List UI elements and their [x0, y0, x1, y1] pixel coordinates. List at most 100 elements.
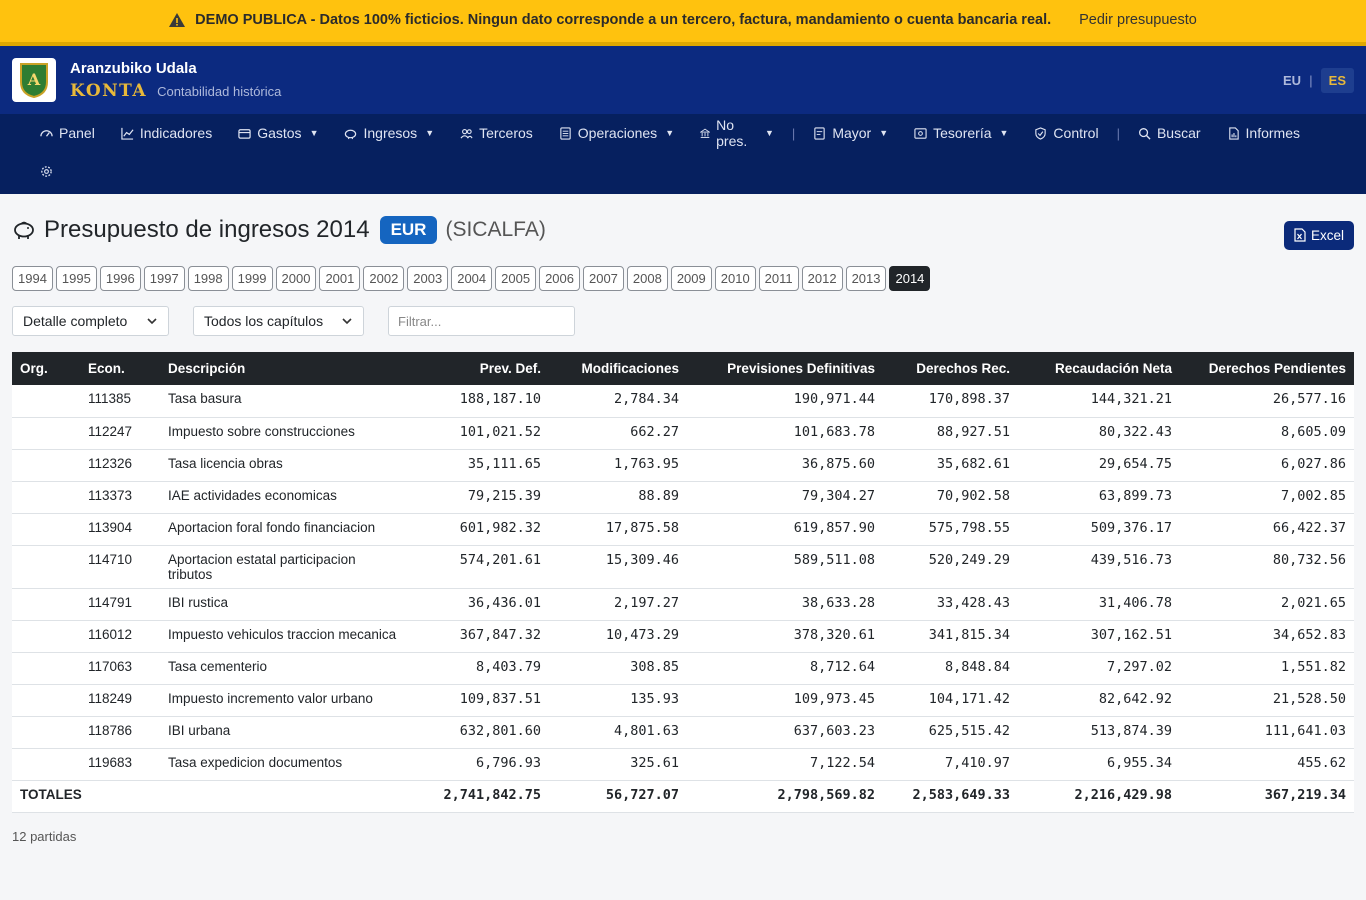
- cell-pend: 80,732.56: [1180, 545, 1354, 589]
- cell-drec: 341,815.34: [883, 620, 1018, 653]
- col-derechos-rec[interactable]: Derechos Rec.: [883, 352, 1018, 385]
- nav-control-label: Control: [1053, 125, 1099, 141]
- cell-drec: 35,682.61: [883, 449, 1018, 482]
- year-button[interactable]: 2007: [582, 266, 624, 291]
- cell-drec: 104,171.42: [883, 684, 1018, 717]
- cell-desc: Aportacion foral fondo financiacion: [160, 513, 405, 546]
- cell-rec: 307,162.51: [1018, 620, 1180, 653]
- chapter-select-value: Todos los capítulos: [204, 313, 324, 329]
- table-row[interactable]: 113373 IAE actividades economicas 79,215.3…: [12, 481, 1354, 514]
- nav-informes[interactable]: Informes: [1227, 125, 1300, 141]
- nav-nopres[interactable]: No pres. ▼: [700, 117, 774, 149]
- table-row[interactable]: 117063 Tasa cementerio 8,403.79 308.85 8,712…: [12, 652, 1354, 685]
- cell-mod: 325.61: [549, 748, 687, 781]
- cell-pend: 1,551.82: [1180, 652, 1354, 685]
- nav-ingresos[interactable]: Ingresos ▼: [344, 125, 434, 141]
- year-button[interactable]: 2006: [539, 266, 580, 291]
- detail-select[interactable]: Detalle completo: [12, 306, 169, 336]
- table-row[interactable]: 112247 Impuesto sobre construcciones 101,0…: [12, 417, 1354, 450]
- language-switcher: EU | ES: [1282, 67, 1354, 93]
- cell-drec: 170,898.37: [883, 385, 1018, 418]
- year-button[interactable]: 1994: [12, 266, 53, 291]
- year-button[interactable]: 2003: [407, 266, 449, 291]
- cell-pdef: 36,875.60: [687, 449, 883, 482]
- table-row[interactable]: 119683 Tasa expedicion documentos 6,796.93…: [12, 748, 1354, 781]
- year-button[interactable]: 2012: [801, 266, 843, 291]
- col-recaudacion-neta[interactable]: Recaudación Neta: [1018, 352, 1180, 385]
- year-button[interactable]: 2004: [451, 266, 493, 291]
- table-row[interactable]: 118786 IBI urbana 632,801.60 4,801.63 637,60…: [12, 716, 1354, 749]
- filter-input[interactable]: [388, 306, 575, 336]
- app-header: A Aranzubiko Udala KONTA Contabilidad hi…: [0, 46, 1366, 114]
- year-button[interactable]: 1997: [143, 266, 185, 291]
- table-row[interactable]: 113904 Aportacion foral fondo financiacio…: [12, 513, 1354, 546]
- year-button[interactable]: 2002: [363, 266, 405, 291]
- year-button[interactable]: 2014: [889, 266, 931, 291]
- year-button[interactable]: 2009: [670, 266, 712, 291]
- warning-icon: [169, 13, 186, 27]
- cell-rec: 80,322.43: [1018, 417, 1180, 450]
- lang-es-button[interactable]: ES: [1320, 67, 1354, 93]
- excel-export-button[interactable]: Excel: [1283, 220, 1354, 250]
- cell-desc: Tasa expedicion documentos: [160, 748, 405, 781]
- year-button[interactable]: 2008: [626, 266, 668, 291]
- table-row[interactable]: 111385 Tasa basura 188,187.10 2,784.34 190,9…: [12, 385, 1354, 418]
- cell-org: [12, 385, 80, 418]
- col-econ[interactable]: Econ.: [80, 352, 160, 385]
- year-button[interactable]: 2011: [758, 266, 799, 291]
- nav-control[interactable]: Control: [1034, 125, 1099, 141]
- nav-buscar[interactable]: Buscar: [1138, 125, 1201, 141]
- nav-tesoreria[interactable]: Tesorería ▼: [914, 125, 1008, 141]
- year-button[interactable]: 1995: [55, 266, 97, 291]
- col-modificaciones[interactable]: Modificaciones: [549, 352, 687, 385]
- col-previsiones-definitivas[interactable]: Previsiones Definitivas: [687, 352, 883, 385]
- lang-eu-button[interactable]: EU: [1282, 72, 1302, 88]
- col-org[interactable]: Org.: [12, 352, 80, 385]
- nav-panel[interactable]: Panel: [40, 125, 95, 141]
- brand[interactable]: A Aranzubiko Udala KONTA Contabilidad hi…: [12, 58, 281, 102]
- table-row[interactable]: 112326 Tasa licencia obras 35,111.65 1,763.…: [12, 449, 1354, 482]
- year-button[interactable]: 2013: [845, 266, 887, 291]
- nav-operaciones[interactable]: Operaciones ▼: [559, 125, 674, 141]
- lang-separator: |: [1309, 72, 1313, 88]
- cell-pdef: 101,683.78: [687, 417, 883, 450]
- cell-desc: Aportacion estatal participacion tributo…: [160, 545, 405, 589]
- nav-settings[interactable]: [40, 165, 53, 178]
- wallet-icon: [238, 128, 251, 139]
- cell-org: [12, 513, 80, 546]
- table-row[interactable]: 114791 IBI rustica 36,436.01 2,197.27 38,633…: [12, 588, 1354, 621]
- table-row[interactable]: 118249 Impuesto incremento valor urbano 10…: [12, 684, 1354, 717]
- col-prev-def[interactable]: Prev. Def.: [405, 352, 549, 385]
- journal-text-icon: [814, 126, 826, 140]
- year-button[interactable]: 1999: [231, 266, 273, 291]
- main-nav: Panel Indicadores Gastos ▼ Ingresos ▼ Te…: [0, 114, 1366, 194]
- table-row[interactable]: 116012 Impuesto vehiculos traccion mecani…: [12, 620, 1354, 653]
- nav-indicadores[interactable]: Indicadores: [121, 125, 212, 141]
- cell-mod: 135.93: [549, 684, 687, 717]
- cell-rec: 513,874.39: [1018, 716, 1180, 749]
- table-row[interactable]: 114710 Aportacion estatal participacion t…: [12, 545, 1354, 589]
- year-button[interactable]: 2001: [319, 266, 361, 291]
- request-quote-link[interactable]: Pedir presupuesto: [1079, 12, 1197, 28]
- total-pdef: 2,798,569.82: [687, 780, 883, 813]
- nav-gastos[interactable]: Gastos ▼: [238, 125, 318, 141]
- year-button[interactable]: 2005: [495, 266, 537, 291]
- cell-drec: 8,848.84: [883, 652, 1018, 685]
- nav-gastos-label: Gastos: [257, 125, 302, 141]
- caret-down-icon: ▼: [879, 128, 889, 138]
- chapter-select[interactable]: Todos los capítulos: [193, 306, 364, 336]
- year-button[interactable]: 2000: [275, 266, 317, 291]
- caret-down-icon: ▼: [765, 128, 774, 138]
- cell-desc: Tasa basura: [160, 385, 405, 418]
- nav-mayor[interactable]: Mayor ▼: [813, 125, 888, 141]
- table-header-row: Org. Econ. Descripción Prev. Def. Modifi…: [12, 352, 1354, 385]
- nav-terceros[interactable]: Terceros: [460, 125, 533, 141]
- cell-rec: 7,297.02: [1018, 652, 1180, 685]
- col-derechos-pendientes[interactable]: Derechos Pendientes: [1180, 352, 1354, 385]
- brand-text: Aranzubiko Udala KONTA Contabilidad hist…: [70, 60, 281, 101]
- year-button[interactable]: 1996: [99, 266, 141, 291]
- year-button[interactable]: 1998: [187, 266, 229, 291]
- total-mod: 56,727.07: [549, 780, 687, 813]
- year-button[interactable]: 2010: [714, 266, 756, 291]
- col-desc[interactable]: Descripción: [160, 352, 405, 385]
